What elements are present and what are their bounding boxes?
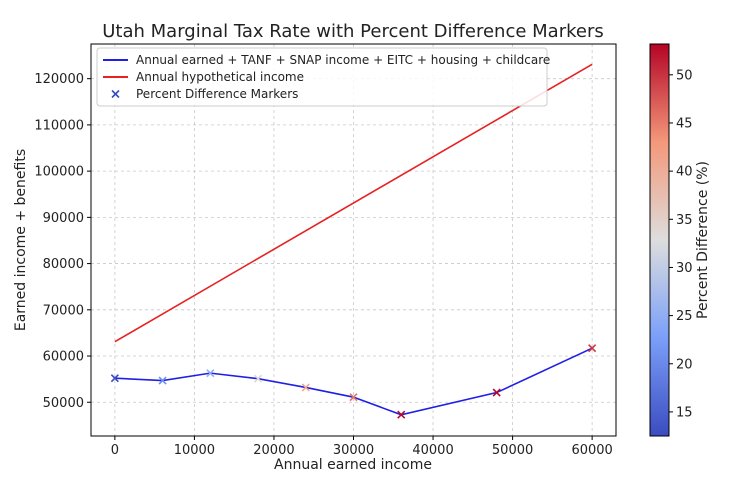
series-line-1 xyxy=(114,63,593,343)
colorbar-ticks: 15 20 25 30 35 40 45 50 xyxy=(669,68,693,420)
y-axis-label: Earned income + benefits xyxy=(13,149,29,331)
percent-difference-marker xyxy=(301,383,310,392)
colorbar-tick-label: 40 xyxy=(676,165,693,180)
colorbar-label: Percent Difference (%) xyxy=(695,161,711,319)
y-tick-label: 70000 xyxy=(43,303,84,318)
y-tick-label: 90000 xyxy=(43,211,84,226)
percent-difference-marker xyxy=(397,410,406,419)
colorbar-tick-label: 30 xyxy=(676,261,693,276)
x-axis: 0 10000 20000 30000 40000 50000 60000 xyxy=(111,436,613,458)
percent-difference-marker xyxy=(253,374,263,383)
y-tick-label: 100000 xyxy=(34,165,84,180)
legend-label-hypothetical-income: Annual hypothetical income xyxy=(136,70,304,84)
y-tick-label: 50000 xyxy=(43,396,84,411)
marker-layer xyxy=(110,344,597,419)
y-tick-label: 120000 xyxy=(34,72,84,87)
colorbar-tick-label: 35 xyxy=(676,213,693,228)
x-tick-label: 0 xyxy=(111,443,119,458)
y-tick-label: 110000 xyxy=(34,118,84,133)
colorbar-tick-label: 20 xyxy=(676,357,693,372)
y-tick-label: 60000 xyxy=(43,350,84,365)
percent-difference-marker xyxy=(110,374,119,383)
legend-box xyxy=(96,47,548,107)
legend-label-markers: Percent Difference Markers xyxy=(136,87,298,101)
x-tick-label: 30000 xyxy=(333,443,374,458)
colorbar-tick-label: 50 xyxy=(676,68,693,83)
x-tick-label: 20000 xyxy=(253,443,294,458)
legend-label-combined-income: Annual earned + TANF + SNAP income + EIT… xyxy=(136,53,550,67)
percent-difference-marker xyxy=(206,369,215,378)
colorbar-tick-label: 25 xyxy=(676,309,693,324)
y-tick-label: 80000 xyxy=(43,257,84,272)
x-axis-label: Annual earned income xyxy=(274,457,432,473)
legend-swatch-markers xyxy=(111,89,120,99)
legend: Annual earned + TANF + SNAP income + EIT… xyxy=(96,47,550,107)
percent-difference-marker xyxy=(349,393,358,402)
y-axis: 50000 60000 70000 80000 90000 100000 110000 120… xyxy=(34,72,91,411)
percent-difference-marker xyxy=(158,376,167,385)
x-tick-label: 50000 xyxy=(492,443,533,458)
percent-difference-marker xyxy=(588,344,597,353)
x-tick-label: 60000 xyxy=(571,443,612,458)
colorbar: 15 20 25 30 35 40 45 50 Percent Difference (%) xyxy=(649,43,711,437)
percent-difference-marker xyxy=(492,388,501,397)
x-tick-label: 40000 xyxy=(412,443,453,458)
colorbar-tick-label: 15 xyxy=(676,405,693,420)
x-tick-label: 10000 xyxy=(174,443,215,458)
grid-lines xyxy=(91,44,616,436)
chart-title: Utah Marginal Tax Rate with Percent Diff… xyxy=(102,21,604,42)
colorbar-tick-label: 45 xyxy=(676,116,693,131)
colorbar-gradient xyxy=(649,43,670,437)
